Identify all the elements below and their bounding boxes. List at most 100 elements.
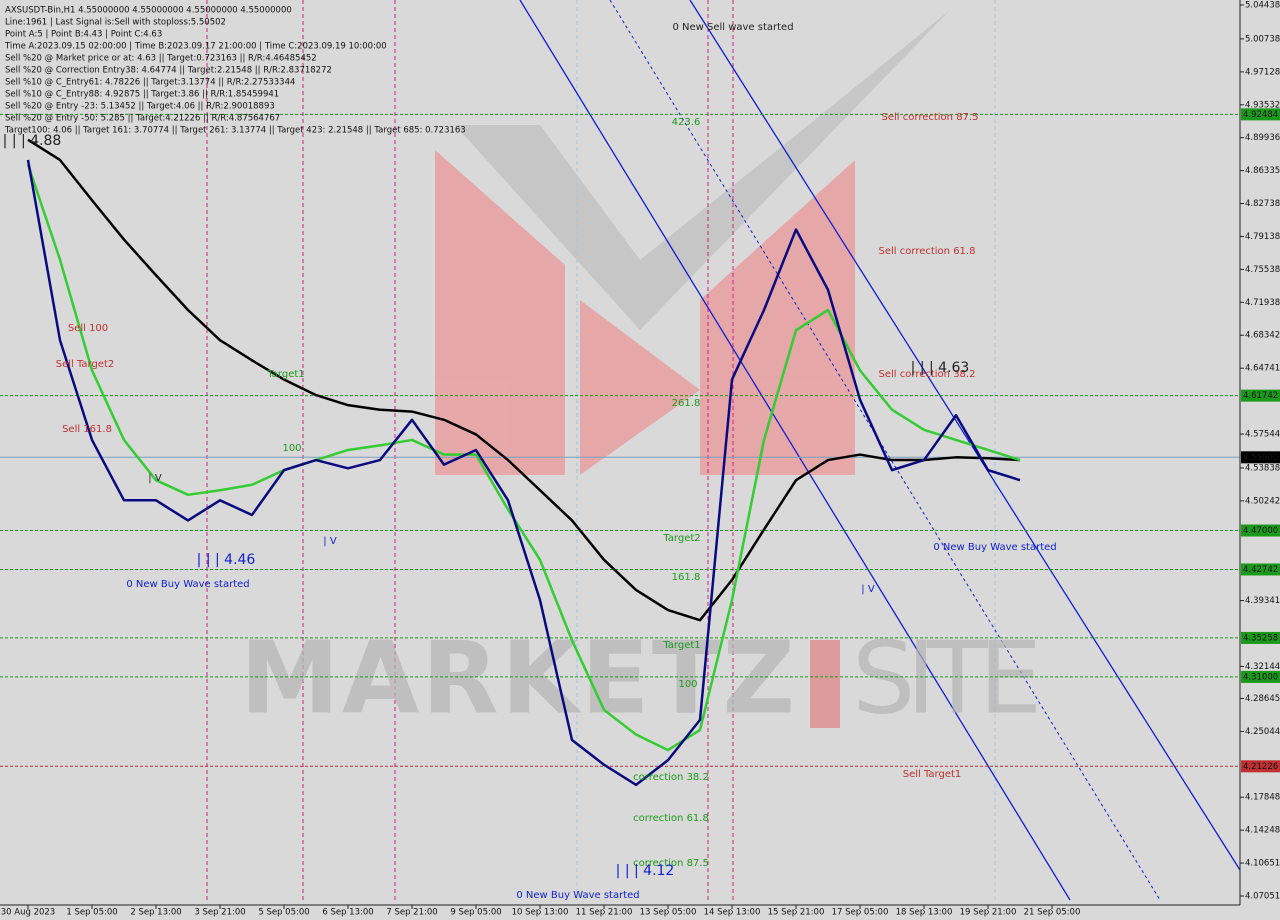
y-tick-label: 4.53838 bbox=[1245, 463, 1280, 473]
x-tick-label: 7 Sep 21:00 bbox=[386, 908, 437, 918]
annotation: | V bbox=[861, 584, 875, 595]
x-tick-label: 14 Sep 13:00 bbox=[704, 908, 761, 918]
x-tick-label: 21 Sep 05:00 bbox=[1024, 908, 1081, 918]
level-tag bbox=[1241, 108, 1280, 121]
level-tag bbox=[1241, 563, 1280, 576]
x-tick-label: 17 Sep 05:00 bbox=[832, 908, 889, 918]
info-panel: AXSUSDT-Bin,H1 4.55000000 4.55000000 4.5… bbox=[4, 6, 466, 136]
x-tick-label: 15 Sep 21:00 bbox=[768, 908, 825, 918]
annotation: 100 bbox=[282, 443, 301, 454]
annotation: | | | 4.46 bbox=[197, 552, 256, 568]
annotation: | V bbox=[148, 473, 162, 484]
x-tick-label: 30 Aug 2023 bbox=[1, 908, 55, 918]
channel-mid bbox=[609, 0, 1161, 901]
y-tick-label: 4.93532 bbox=[1245, 100, 1280, 110]
x-tick-label: 5 Sep 05:00 bbox=[258, 908, 309, 918]
level-label: 4.35258 bbox=[1243, 633, 1278, 643]
logo bbox=[435, 10, 950, 475]
info-line: Target100: 4.06 || Target 161: 3.70774 |… bbox=[4, 126, 466, 136]
level-label: 4.47000 bbox=[1243, 526, 1278, 536]
info-line: Line:1961 | Last Signal is:Sell with sto… bbox=[5, 18, 226, 28]
annotation: 0 New Buy Wave started bbox=[126, 579, 249, 590]
y-tick-label: 4.32144 bbox=[1245, 662, 1280, 672]
y-tick-label: 4.64741 bbox=[1245, 364, 1280, 374]
y-tick-label: 5.04438 bbox=[1245, 1, 1280, 11]
y-tick-label: 4.28645 bbox=[1245, 694, 1280, 704]
annotation: | | | 4.88 bbox=[3, 133, 62, 149]
level-label: 4.92484 bbox=[1243, 110, 1278, 120]
annotation: 100 bbox=[678, 679, 697, 690]
annotation: 161.8 bbox=[672, 572, 701, 583]
x-tick-label: 18 Sep 13:00 bbox=[896, 908, 953, 918]
level-label: 4.55000 bbox=[1243, 453, 1278, 463]
annotation: Target1 bbox=[662, 640, 700, 651]
y-tick-label: 4.50242 bbox=[1245, 496, 1280, 506]
level-tag bbox=[1241, 451, 1280, 464]
level-tag bbox=[1241, 631, 1280, 644]
y-tick-label: 4.39341 bbox=[1245, 596, 1280, 606]
y-tick-label: 4.79138 bbox=[1245, 232, 1280, 242]
y-tick-label: 4.89936 bbox=[1245, 133, 1280, 143]
annotation: Sell 161.8 bbox=[62, 424, 112, 435]
level-label: 4.61742 bbox=[1243, 391, 1278, 401]
x-tick-label: 6 Sep 13:00 bbox=[322, 908, 373, 918]
y-tick-label: 4.14248 bbox=[1245, 826, 1280, 836]
x-tick-label: 19 Sep 21:00 bbox=[960, 908, 1017, 918]
annotation: 423.6 bbox=[672, 117, 701, 128]
annotation: | | | 4.63 bbox=[911, 360, 970, 376]
annotation: 261.8 bbox=[672, 398, 701, 409]
info-line: Sell %10 @ C_Entry61: 4.78226 || Target:… bbox=[5, 78, 295, 88]
y-tick-label: 4.10651 bbox=[1245, 859, 1280, 869]
annotation: | V bbox=[323, 536, 337, 547]
annotation: Sell Target1 bbox=[903, 769, 962, 780]
level-tag bbox=[1241, 524, 1280, 537]
series-line bbox=[26, 159, 1021, 787]
y-tick-label: 4.71938 bbox=[1245, 298, 1280, 308]
level-label: 4.21226 bbox=[1243, 762, 1278, 772]
annotation: Sell Target2 bbox=[56, 359, 115, 370]
x-tick-label: 3 Sep 21:00 bbox=[194, 908, 245, 918]
channel-line bbox=[519, 0, 1071, 901]
info-line: Sell %20 @ Market price or at: 4.63 || T… bbox=[5, 54, 317, 64]
info-line: Point A:5 | Point B:4.43 | Point C:4.63 bbox=[5, 30, 162, 40]
annotation: | | | 4.12 bbox=[616, 863, 675, 879]
info-line: Sell %10 @ C_Entry88: 4.92875 || Target:… bbox=[5, 90, 279, 100]
levels bbox=[0, 113, 1240, 767]
annotation: 0 New Buy Wave started bbox=[933, 542, 1056, 553]
annotation: correction 38.2 bbox=[633, 772, 709, 783]
x-tick-label: 1 Sep 05:00 bbox=[66, 908, 117, 918]
level-tag bbox=[1241, 760, 1280, 773]
annotation: 0 New Sell wave started bbox=[672, 22, 793, 33]
x-tick-label: 2 Sep 13:00 bbox=[130, 908, 181, 918]
y-tick-label: 4.75538 bbox=[1245, 265, 1280, 275]
y-tick-label: 4.25044 bbox=[1245, 727, 1280, 737]
info-line: Time A:2023.09.15 02:00:00 | Time B:2023… bbox=[4, 42, 387, 52]
x-tick-label: 10 Sep 13:00 bbox=[512, 908, 569, 918]
channel-line bbox=[689, 0, 1241, 871]
y-tick-label: 4.17848 bbox=[1245, 793, 1280, 803]
y-tick-label: 4.86335 bbox=[1245, 166, 1280, 176]
series bbox=[26, 138, 1021, 787]
x-tick-label: 13 Sep 05:00 bbox=[640, 908, 697, 918]
series-line bbox=[27, 138, 1021, 622]
y-tick-label: 5.00738 bbox=[1245, 34, 1280, 44]
y-tick-label: 4.57544 bbox=[1245, 430, 1280, 440]
watermark: MARKETZ SITE bbox=[240, 619, 1042, 736]
level-tag bbox=[1241, 670, 1280, 683]
annotation: correction 61.8 bbox=[633, 813, 709, 824]
level-tag bbox=[1241, 389, 1280, 402]
info-line: Sell %20 @ Correction Entry38: 4.64774 |… bbox=[5, 66, 332, 76]
info-line: Sell %20 @ Entry -50: 5.285 || Target:4.… bbox=[5, 114, 280, 124]
chart-title: AXSUSDT-Bin,H1 4.55000000 4.55000000 4.5… bbox=[5, 6, 292, 16]
info-line: Sell %20 @ Entry -23: 5.13452 || Target:… bbox=[5, 102, 275, 112]
annotation: Target2 bbox=[662, 533, 700, 544]
x-tick-label: 9 Sep 05:00 bbox=[450, 908, 501, 918]
annotation: correction 87.5 bbox=[633, 858, 709, 869]
annotation: 0 New Buy Wave started bbox=[516, 890, 639, 901]
x-tick-label: 11 Sep 21:00 bbox=[576, 908, 633, 918]
y-tick-label: 4.97128 bbox=[1245, 67, 1280, 77]
y-tick-label: 4.82738 bbox=[1245, 199, 1280, 209]
